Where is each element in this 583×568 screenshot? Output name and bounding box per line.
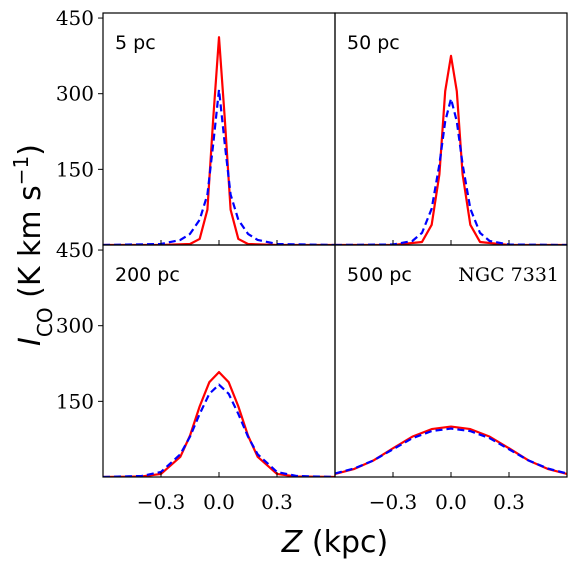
x-tick-label: −0.3 <box>137 490 186 514</box>
panel-1-series-1-line <box>103 36 335 245</box>
panel-1: 5 pc <box>102 12 336 246</box>
panel-3-series-2-line <box>103 383 335 477</box>
x-tick-label: −0.3 <box>369 490 418 514</box>
x-axis-title: Z (kpc) <box>281 525 388 560</box>
panel-2-series-2-line <box>335 97 567 245</box>
panel-3-label: 200 pc <box>115 264 180 286</box>
panel-3: 200 pc <box>102 244 336 478</box>
panel-2-label: 50 pc <box>347 32 400 54</box>
y-tick-label: 300 <box>56 82 94 106</box>
panels-layer: 5 pc 50 pc 200 pc 500 pc NGC 7331 <box>102 12 568 478</box>
panel-4-series-1-line <box>335 425 567 476</box>
panel-2: 50 pc <box>334 12 568 246</box>
panel-1-series-2-line <box>103 88 335 245</box>
panel-4-series-2-line <box>335 427 567 475</box>
x-tick-label: 0.0 <box>435 490 467 514</box>
y-axis-title: ICO (K km s−1) <box>9 144 57 346</box>
panel-3-series-1-line <box>103 371 335 477</box>
y-tick-label: 150 <box>56 157 94 181</box>
panel-4-label: 500 pc <box>347 264 412 286</box>
panel-4: 500 pc NGC 7331 <box>334 244 568 478</box>
panel-4-galaxy-label: NGC 7331 <box>458 264 559 286</box>
x-tick-label: 0.3 <box>493 490 525 514</box>
y-tick-label: 150 <box>56 389 94 413</box>
ticks-layer: 150 300 450 −0.3 0.0 0.3 150 300 450 −0.3 0.0 0.3 <box>56 6 525 514</box>
panel-1-label: 5 pc <box>115 32 156 54</box>
y-tick-label: 450 <box>56 6 94 30</box>
x-tick-label: 0.0 <box>203 490 235 514</box>
y-tick-label: 300 <box>56 314 94 338</box>
x-tick-label: 0.3 <box>261 490 293 514</box>
panel-2-series-1-line <box>335 54 567 245</box>
y-tick-label: 450 <box>56 238 94 262</box>
